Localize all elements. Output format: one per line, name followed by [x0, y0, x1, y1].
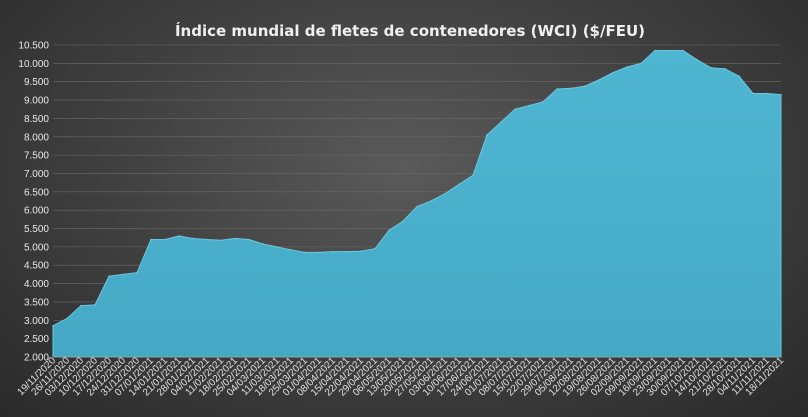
- data-point: [780, 93, 782, 96]
- data-point: [304, 251, 306, 254]
- data-point: [654, 49, 656, 52]
- data-point: [360, 250, 362, 253]
- data-point: [416, 205, 418, 208]
- data-point: [542, 101, 544, 103]
- data-point: [80, 304, 82, 307]
- data-point: [514, 108, 516, 111]
- data-point: [752, 92, 754, 95]
- data-point: [108, 275, 110, 278]
- data-point: [248, 238, 250, 241]
- data-point: [584, 85, 586, 87]
- y-tick-label: 3.500: [24, 297, 49, 308]
- data-point: [332, 250, 334, 253]
- data-point: [234, 237, 236, 240]
- data-point: [346, 250, 348, 253]
- data-point: [178, 235, 180, 237]
- data-point: [458, 183, 460, 186]
- data-point: [206, 238, 208, 241]
- data-point: [430, 200, 432, 202]
- y-tick-label: 2.500: [24, 334, 49, 345]
- data-point: [388, 229, 390, 232]
- data-point: [486, 134, 488, 136]
- y-tick-label: 4.000: [24, 279, 49, 290]
- data-point: [276, 246, 278, 248]
- data-point: [626, 66, 628, 68]
- data-point: [164, 238, 166, 241]
- data-point: [500, 121, 502, 123]
- y-tick-label: 4.500: [24, 261, 49, 272]
- area-series: [52, 49, 782, 358]
- data-point: [122, 273, 124, 276]
- y-tick-label: 8.000: [24, 132, 49, 143]
- data-point: [766, 92, 768, 95]
- data-point: [570, 87, 572, 90]
- y-axis: 2.000 2.500 3.000 3.500 4.000 4.500 5.000 5.500…: [18, 41, 49, 364]
- data-point: [668, 49, 670, 52]
- y-tick-label: 10.500: [18, 41, 49, 52]
- data-point: [290, 249, 292, 251]
- y-tick-label: 5.500: [24, 224, 49, 235]
- data-point: [682, 49, 684, 52]
- area-fill: [52, 50, 782, 358]
- data-point: [192, 237, 194, 240]
- data-point: [220, 239, 222, 242]
- y-tick-label: 2.000: [24, 353, 49, 364]
- data-point: [696, 58, 698, 61]
- data-point: [52, 325, 54, 327]
- data-point: [724, 68, 726, 70]
- data-point: [444, 192, 446, 195]
- y-tick-label: 9.500: [24, 77, 49, 88]
- y-tick-label: 5.000: [24, 242, 49, 253]
- data-point: [710, 66, 712, 69]
- y-tick-label: 10.000: [18, 59, 49, 70]
- data-point: [528, 104, 530, 107]
- data-point: [150, 238, 152, 241]
- data-point: [136, 271, 138, 274]
- data-point: [738, 75, 740, 77]
- data-point: [612, 71, 614, 74]
- data-point: [374, 247, 376, 250]
- data-point: [66, 317, 68, 320]
- y-tick-label: 6.000: [24, 206, 49, 217]
- y-tick-label: 7.500: [24, 151, 49, 162]
- data-point: [556, 88, 558, 90]
- chart-title: Índice mundial de fletes de contenedores…: [175, 21, 645, 40]
- y-tick-label: 7.000: [24, 169, 49, 180]
- x-axis: 19/11/202026/11/202003/12/202010/12/2020…: [15, 355, 786, 398]
- data-point: [598, 79, 600, 81]
- y-tick-label: 9.000: [24, 96, 49, 107]
- y-tick-label: 8.500: [24, 114, 49, 125]
- data-point: [640, 62, 642, 65]
- data-point: [472, 174, 474, 177]
- y-tick-label: 6.500: [24, 187, 49, 198]
- data-point: [262, 243, 264, 245]
- y-tick-label: 3.000: [24, 316, 49, 327]
- data-point: [402, 220, 404, 222]
- data-point: [94, 304, 96, 306]
- data-point: [318, 251, 320, 254]
